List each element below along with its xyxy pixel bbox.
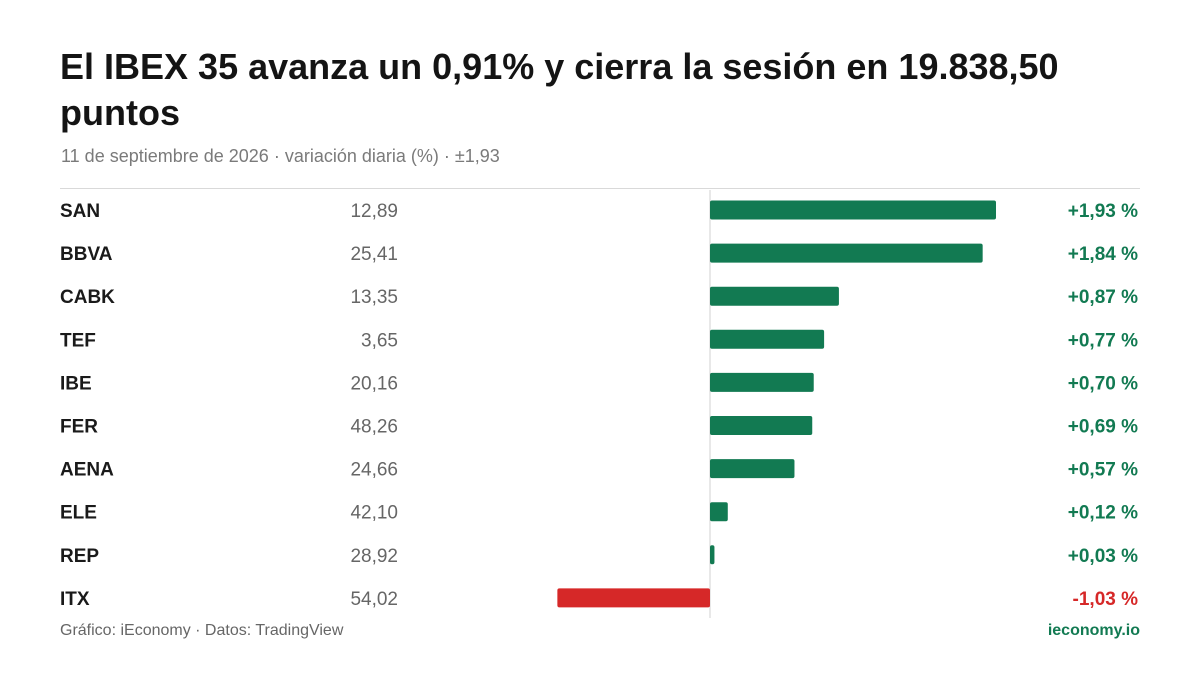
bar-fer (710, 416, 813, 435)
ticker-label: TEF (60, 330, 96, 351)
bar-bbva (710, 243, 983, 263)
ticker-label: IBE (60, 373, 92, 394)
price-label: 12,89 (350, 201, 398, 222)
ticker-label: BBVA (60, 244, 113, 265)
price-label: 28,92 (350, 546, 398, 567)
value-label: +0,03 % (1068, 546, 1138, 567)
price-label: 42,10 (350, 503, 398, 524)
bar-ibe (710, 372, 814, 392)
value-label: -1,03 % (1073, 589, 1139, 610)
header-divider (60, 188, 1140, 189)
price-label: 48,26 (350, 417, 398, 438)
bar-cabk (710, 286, 839, 306)
value-label: +0,69 % (1068, 417, 1138, 438)
price-label: 20,16 (350, 373, 398, 394)
value-label: +1,93 % (1068, 201, 1138, 222)
ticker-label: ITX (60, 589, 90, 610)
bar-tef (710, 329, 825, 349)
chart-subtitle: 11 de septiembre de 2026 · variación dia… (61, 146, 500, 166)
value-label: +0,70 % (1068, 373, 1138, 394)
ticker-label: REP (60, 546, 99, 567)
value-label: +0,77 % (1068, 330, 1138, 351)
bar-aena (710, 459, 795, 479)
price-label: 13,35 (350, 287, 398, 308)
chart-title: El IBEX 35 avanza un 0,91% y cierra la s… (60, 46, 1059, 133)
price-label: 25,41 (350, 244, 398, 265)
price-label: 24,66 (350, 460, 398, 481)
bar-ele (710, 502, 728, 522)
price-label: 54,02 (350, 589, 398, 610)
value-label: +0,87 % (1068, 287, 1138, 308)
ticker-label: SAN (60, 201, 100, 222)
footer-source: Gráfico: iEconomy · Datos: TradingView (60, 622, 344, 639)
ticker-label: FER (60, 417, 98, 438)
bar-itx (557, 588, 710, 608)
value-label: +1,84 % (1068, 244, 1138, 265)
footer-brand: ieconomy.io (1047, 622, 1140, 639)
price-label: 3,65 (361, 330, 398, 351)
value-label: +0,12 % (1068, 503, 1138, 524)
ticker-label: AENA (60, 460, 114, 481)
value-label: +0,57 % (1068, 460, 1138, 481)
ticker-label: ELE (60, 503, 97, 524)
bar-san (710, 200, 996, 220)
ticker-label: CABK (60, 287, 115, 308)
bar-rep (710, 545, 715, 565)
